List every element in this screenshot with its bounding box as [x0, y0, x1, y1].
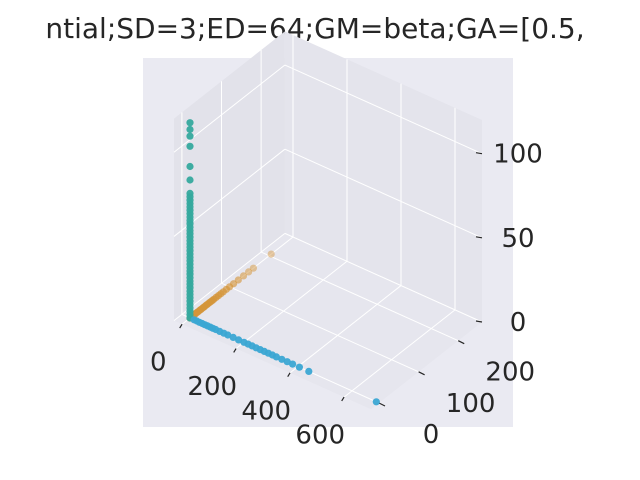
data-points — [186, 119, 380, 406]
data-point — [278, 355, 286, 363]
data-point — [186, 142, 194, 150]
data-point — [267, 250, 275, 258]
data-point — [224, 331, 232, 339]
back-pane — [284, 31, 482, 322]
z-tick-label: 100 — [493, 140, 543, 170]
tick-mark — [475, 152, 483, 155]
tick-mark — [475, 320, 483, 323]
chart-title: ntial;SD=3;ED=64;GM=beta;GA=[0.5, — [45, 12, 585, 45]
grid-line-y-floor — [221, 282, 419, 373]
y-tick-label: 0 — [423, 420, 440, 450]
tick-mark — [179, 323, 183, 329]
grid-line-z-back — [284, 232, 483, 323]
tick-marks — [179, 152, 483, 407]
data-point — [305, 367, 313, 375]
x-tick-label: 400 — [241, 396, 291, 426]
data-point — [272, 353, 280, 361]
z-tick-label: 50 — [501, 224, 534, 254]
y-tick-label: 100 — [446, 389, 496, 419]
grid-line-y-floor — [260, 251, 459, 342]
tick-mark — [418, 371, 425, 376]
grid-line-x-floor — [289, 285, 402, 374]
tick-mark — [341, 396, 345, 402]
data-point — [245, 268, 253, 276]
data-point — [186, 125, 194, 134]
data-point — [283, 358, 291, 366]
data-point — [229, 333, 237, 341]
z-tick-label: 0 — [510, 308, 527, 338]
grid-line-z-back — [284, 64, 483, 155]
data-point — [289, 360, 297, 368]
x-tick-label: 600 — [295, 421, 345, 451]
data-point — [235, 336, 243, 344]
x-tick-label: 0 — [150, 348, 167, 378]
data-point — [186, 162, 194, 171]
data-point — [372, 398, 380, 406]
tick-mark — [287, 372, 291, 377]
x-tick-label: 200 — [187, 372, 237, 402]
tick-mark — [233, 348, 237, 353]
grid-line-x-floor — [343, 309, 456, 398]
data-point — [295, 363, 303, 371]
data-point — [239, 272, 248, 280]
data-point — [186, 176, 194, 184]
tick-mark — [457, 340, 465, 345]
data-point — [186, 189, 194, 197]
tick-mark — [475, 236, 483, 239]
tick-mark — [378, 402, 386, 407]
grid-line-z-back — [284, 148, 483, 239]
data-point — [186, 132, 194, 140]
data-point — [186, 119, 194, 127]
y-tick-label: 200 — [485, 358, 535, 388]
side-pane — [173, 31, 285, 321]
grid-line-x-floor — [235, 260, 348, 349]
